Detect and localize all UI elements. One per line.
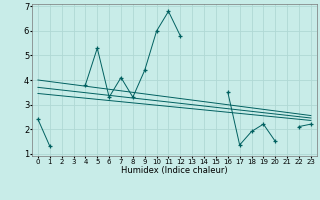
X-axis label: Humidex (Indice chaleur): Humidex (Indice chaleur) [121,166,228,175]
